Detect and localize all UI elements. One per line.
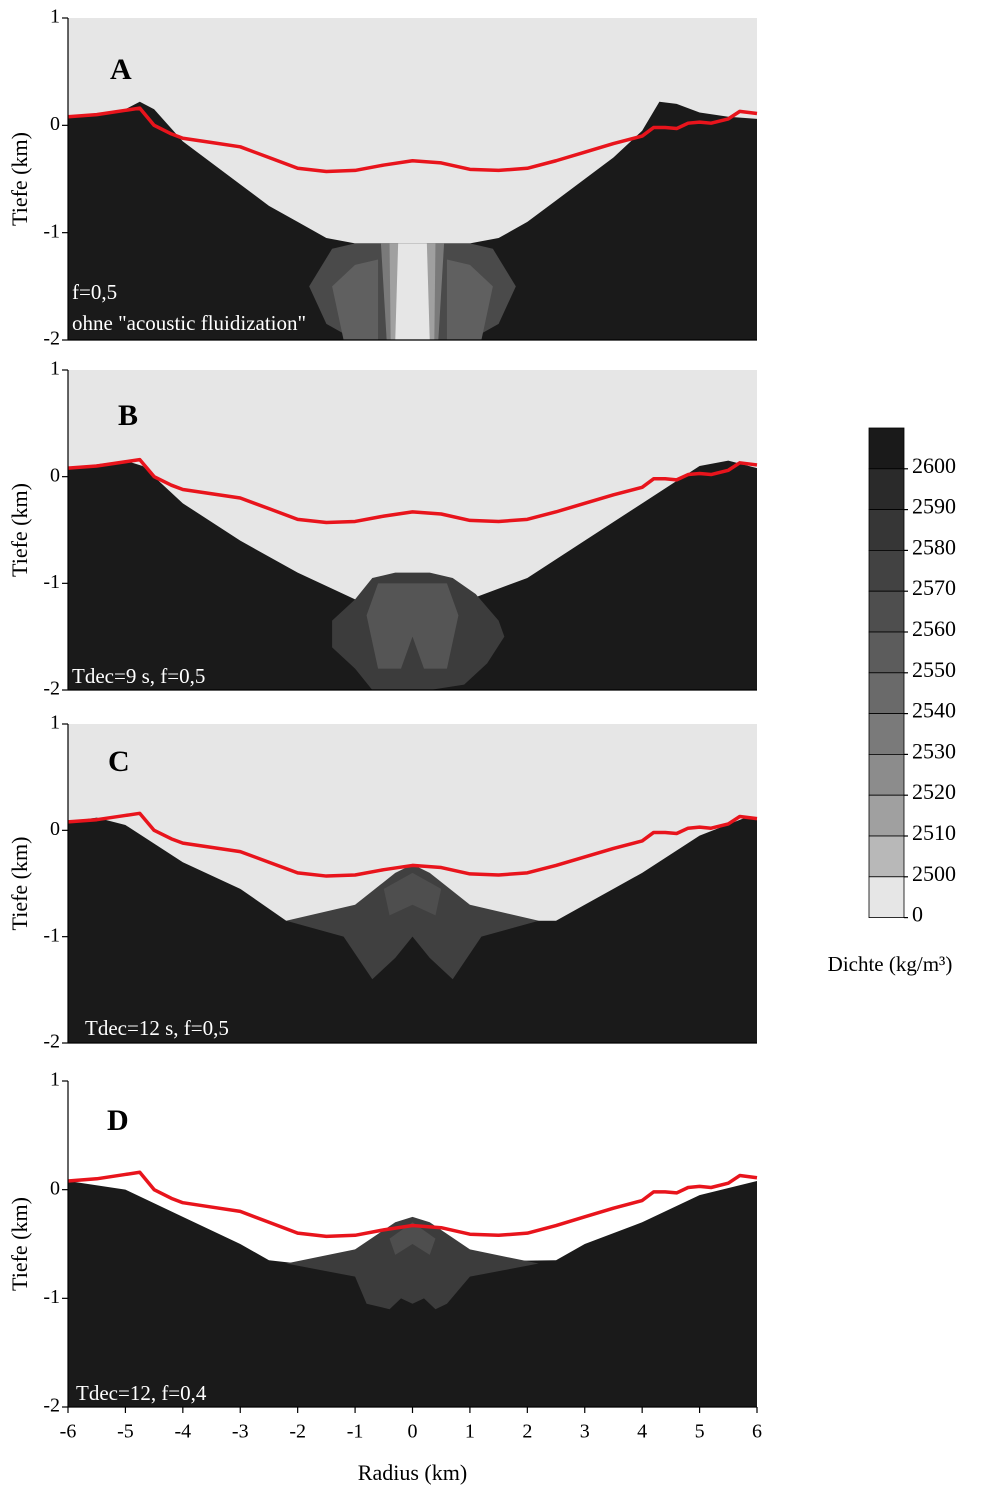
y-tick-label: -1 <box>43 571 60 593</box>
x-tick-label: -2 <box>289 1421 306 1443</box>
x-tick-label: 1 <box>465 1421 475 1443</box>
x-tick-label: -4 <box>174 1421 191 1443</box>
colorbar-tick-label: 2560 <box>912 616 956 641</box>
density-region <box>332 259 379 340</box>
x-tick-label: 5 <box>695 1421 705 1443</box>
annotation: f=0,5 <box>72 280 117 304</box>
x-tick-label: -6 <box>60 1421 77 1443</box>
density-region <box>286 1216 539 1310</box>
colorbar-box <box>868 509 905 551</box>
panel-label: D <box>107 1104 129 1137</box>
y-tick-label: -1 <box>43 1286 60 1308</box>
panel-label: A <box>110 53 132 86</box>
y-tick-label: -2 <box>43 328 60 350</box>
panel-label: B <box>118 399 138 432</box>
annotation: ohne "acoustic fluidization" <box>72 311 306 335</box>
y-tick-label: -1 <box>43 924 60 946</box>
colorbar-box <box>868 794 905 837</box>
y-tick-label: 1 <box>50 6 60 28</box>
density-region <box>366 583 459 669</box>
colorbar-tick-label: 2550 <box>912 657 956 682</box>
colorbar-box <box>868 550 905 592</box>
y-tick-label: 1 <box>50 712 60 734</box>
x-tick-label: 2 <box>522 1421 532 1443</box>
colorbar-label: Dichte (kg/m³) <box>828 952 953 976</box>
colorbar-box <box>868 590 905 633</box>
x-tick-label: 3 <box>580 1421 590 1443</box>
y-tick-label: 0 <box>50 818 60 840</box>
density-region <box>395 243 430 340</box>
y-tick-label: -2 <box>43 1031 60 1053</box>
density-region <box>389 1222 436 1255</box>
y-tick-label: 1 <box>50 1069 60 1091</box>
colorbar-box <box>868 427 905 470</box>
colorbar-tick-label: 2600 <box>912 453 956 478</box>
y-tick-label: 0 <box>50 1177 60 1199</box>
density-region <box>68 101 757 340</box>
x-tick-label: -5 <box>117 1421 134 1443</box>
reference-profile <box>67 106 758 174</box>
colorbar-tick-label: 2520 <box>912 779 956 804</box>
colorbar-box <box>868 631 905 674</box>
annotation: Tdec=12, f=0,4 <box>76 1381 207 1405</box>
reference-profile <box>67 1170 758 1239</box>
colorbar-tick-label: 2510 <box>912 820 956 845</box>
y-axis-label: Tiefe (km) <box>7 1197 32 1291</box>
colorbar-box <box>868 835 905 878</box>
colorbar-box <box>868 713 905 755</box>
y-tick-label: 0 <box>50 113 60 135</box>
density-region <box>286 864 539 980</box>
x-tick-label: 6 <box>752 1421 762 1443</box>
y-axis-label: Tiefe (km) <box>7 837 32 931</box>
x-tick-label: 0 <box>408 1421 418 1443</box>
colorbar-box <box>868 672 905 714</box>
x-axis-label: Radius (km) <box>358 1460 467 1485</box>
y-tick-label: -2 <box>43 678 60 700</box>
annotation: Tdec=12 s, f=0,5 <box>85 1016 229 1040</box>
density-region <box>446 259 493 340</box>
y-axis-label: Tiefe (km) <box>7 483 32 577</box>
density-region <box>383 872 442 916</box>
colorbar-box <box>868 468 905 510</box>
y-tick-label: 1 <box>50 358 60 380</box>
reference-profile <box>67 811 758 878</box>
colorbar-tick-label: 2580 <box>912 534 956 559</box>
annotation: Tdec=9 s, f=0,5 <box>72 664 205 688</box>
y-tick-label: -1 <box>43 220 60 242</box>
panel-label: C <box>108 745 130 778</box>
x-tick-label: -3 <box>232 1421 249 1443</box>
density-region <box>68 460 757 690</box>
colorbar-tick-label: 2500 <box>912 861 956 886</box>
colorbar-tick-label: 2590 <box>912 494 956 519</box>
colorbar-tick-label: 2530 <box>912 738 956 763</box>
colorbar-box <box>868 754 905 796</box>
colorbar-tick-label: 0 <box>912 902 923 927</box>
x-tick-label: 4 <box>637 1421 647 1443</box>
y-axis-label: Tiefe (km) <box>7 132 32 226</box>
colorbar-tick-label: 2570 <box>912 575 956 600</box>
x-tick-label: -1 <box>347 1421 364 1443</box>
y-tick-label: 0 <box>50 464 60 486</box>
reference-profile <box>67 457 758 525</box>
y-tick-label: -2 <box>43 1395 60 1417</box>
colorbar-box <box>868 876 905 918</box>
colorbar-tick-label: 2540 <box>912 698 956 723</box>
